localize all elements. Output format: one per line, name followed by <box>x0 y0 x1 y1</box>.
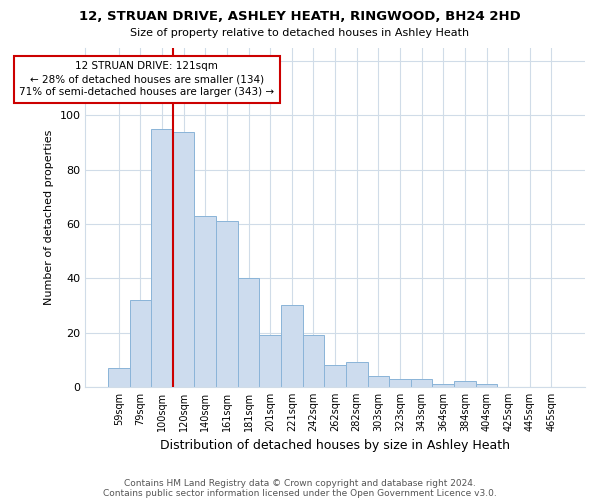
Bar <box>346 362 368 387</box>
Bar <box>281 306 302 387</box>
Bar <box>368 376 389 387</box>
Text: 12 STRUAN DRIVE: 121sqm
← 28% of detached houses are smaller (134)
71% of semi-d: 12 STRUAN DRIVE: 121sqm ← 28% of detache… <box>19 61 274 98</box>
Bar <box>433 384 454 387</box>
Bar <box>411 379 433 387</box>
Bar <box>151 129 173 387</box>
Text: Size of property relative to detached houses in Ashley Heath: Size of property relative to detached ho… <box>130 28 470 38</box>
Bar <box>173 132 194 387</box>
Text: 12, STRUAN DRIVE, ASHLEY HEATH, RINGWOOD, BH24 2HD: 12, STRUAN DRIVE, ASHLEY HEATH, RINGWOOD… <box>79 10 521 23</box>
Y-axis label: Number of detached properties: Number of detached properties <box>44 130 53 305</box>
Bar <box>476 384 497 387</box>
Bar <box>216 222 238 387</box>
Bar <box>238 278 259 387</box>
Bar <box>259 336 281 387</box>
Bar <box>108 368 130 387</box>
X-axis label: Distribution of detached houses by size in Ashley Heath: Distribution of detached houses by size … <box>160 440 510 452</box>
Bar <box>324 365 346 387</box>
Bar <box>194 216 216 387</box>
Bar <box>389 379 411 387</box>
Bar <box>130 300 151 387</box>
Text: Contains HM Land Registry data © Crown copyright and database right 2024.: Contains HM Land Registry data © Crown c… <box>124 478 476 488</box>
Bar <box>454 382 476 387</box>
Bar <box>302 336 324 387</box>
Text: Contains public sector information licensed under the Open Government Licence v3: Contains public sector information licen… <box>103 488 497 498</box>
